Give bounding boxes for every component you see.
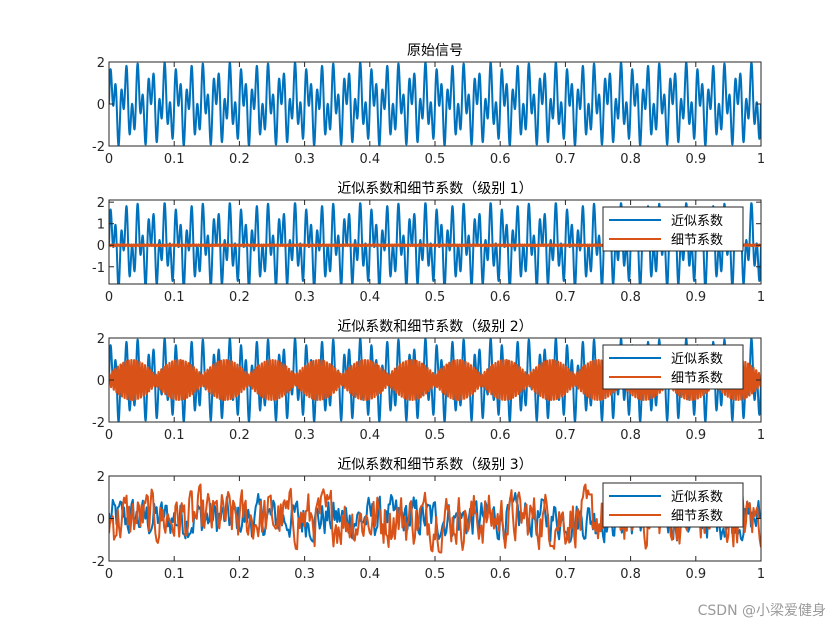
subplot-4: 0 0.1 0.2 0.3 0.4 0.5 0.6 0.7 0.8 0.9 1-202近似系数和细节… — [92, 457, 765, 582]
legend-label: 近似系数 — [671, 352, 723, 367]
y-tick-label: 0 — [97, 98, 105, 113]
x-tick-label: 0.5 — [425, 152, 446, 167]
x-tick-label: 0.9 — [685, 567, 706, 582]
legend-box — [602, 482, 744, 528]
x-tick-label: 0.4 — [359, 152, 380, 167]
x-tick-label: 0.8 — [620, 428, 641, 443]
legend-label: 近似系数 — [671, 214, 723, 229]
y-tick-label: 1 — [97, 218, 105, 233]
subplot-title: 原始信号 — [407, 43, 463, 59]
x-tick-label: 0.5 — [425, 290, 446, 305]
x-tick-label: 0.2 — [229, 290, 250, 305]
y-tick-label: 0 — [97, 513, 105, 528]
x-tick-label: 1 — [757, 152, 765, 167]
y-tick-label: 0 — [97, 374, 105, 389]
x-tick-label: 0.7 — [555, 428, 576, 443]
series-group — [109, 62, 761, 146]
x-tick-label: 0.2 — [229, 428, 250, 443]
x-tick-label: 0.1 — [164, 290, 185, 305]
x-tick-label: 0.2 — [229, 152, 250, 167]
y-tick-label: -1 — [92, 261, 105, 276]
x-tick-label: 0.3 — [294, 290, 315, 305]
x-tick-label: 0.8 — [620, 152, 641, 167]
x-tick-label: 0.5 — [425, 567, 446, 582]
subplot-title: 近似系数和细节系数（级别 1） — [337, 181, 532, 197]
y-tick-label: 2 — [97, 196, 105, 211]
series-line-approx — [109, 62, 761, 146]
legend-label: 细节系数 — [671, 509, 723, 524]
x-tick-label: 0.6 — [490, 290, 511, 305]
x-tick-label: 0.4 — [359, 428, 380, 443]
x-tick-label: 0.1 — [164, 428, 185, 443]
x-tick-label: 0.9 — [685, 290, 706, 305]
legend-box — [602, 344, 744, 390]
y-tick-label: -2 — [92, 140, 105, 155]
x-tick-label: 1 — [757, 567, 765, 582]
x-tick-label: 0.3 — [294, 567, 315, 582]
x-tick-label: 0.4 — [359, 567, 380, 582]
subplot-3: 0 0.1 0.2 0.3 0.4 0.5 0.6 0.7 0.8 0.9 1-202近似系数和细节… — [92, 319, 765, 443]
x-tick-label: 0 — [105, 428, 113, 443]
x-tick-label: 0.4 — [359, 290, 380, 305]
x-tick-label: 0 — [105, 290, 113, 305]
x-tick-label: 0.6 — [490, 428, 511, 443]
x-tick-label: 1 — [757, 290, 765, 305]
y-tick-label: -2 — [92, 416, 105, 431]
x-tick-label: 0 — [105, 567, 113, 582]
x-tick-label: 0.7 — [555, 290, 576, 305]
x-tick-label: 0.3 — [294, 428, 315, 443]
watermark: CSDN @小梁爱健身 — [697, 603, 826, 619]
x-tick-label: 0.7 — [555, 152, 576, 167]
x-tick-label: 0.2 — [229, 567, 250, 582]
x-tick-label: 0.8 — [620, 567, 641, 582]
x-tick-label: 0.6 — [490, 567, 511, 582]
subplot-2: 0 0.1 0.2 0.3 0.4 0.5 0.6 0.7 0.8 0.9 1-1012近似系数和细… — [92, 181, 765, 305]
x-tick-label: 0.8 — [620, 290, 641, 305]
legend-label: 近似系数 — [671, 490, 723, 505]
x-tick-label: 0.9 — [685, 428, 706, 443]
x-tick-label: 0.1 — [164, 567, 185, 582]
y-tick-label: 2 — [97, 470, 105, 485]
subplot-title: 近似系数和细节系数（级别 3） — [337, 457, 532, 473]
y-tick-label: 2 — [97, 56, 105, 71]
legend-label: 细节系数 — [671, 233, 723, 248]
x-tick-label: 0.6 — [490, 152, 511, 167]
y-tick-label: -2 — [92, 555, 105, 570]
x-tick-label: 0.9 — [685, 152, 706, 167]
x-tick-label: 0.5 — [425, 428, 446, 443]
y-tick-label: 2 — [97, 332, 105, 347]
subplot-title: 近似系数和细节系数（级别 2） — [337, 319, 532, 335]
x-tick-label: 0.3 — [294, 152, 315, 167]
x-tick-label: 0 — [105, 152, 113, 167]
y-tick-label: 0 — [97, 239, 105, 254]
legend-box — [602, 206, 744, 252]
x-tick-label: 0.1 — [164, 152, 185, 167]
x-tick-label: 1 — [757, 428, 765, 443]
x-tick-label: 0.7 — [555, 567, 576, 582]
legend-label: 细节系数 — [671, 371, 723, 386]
